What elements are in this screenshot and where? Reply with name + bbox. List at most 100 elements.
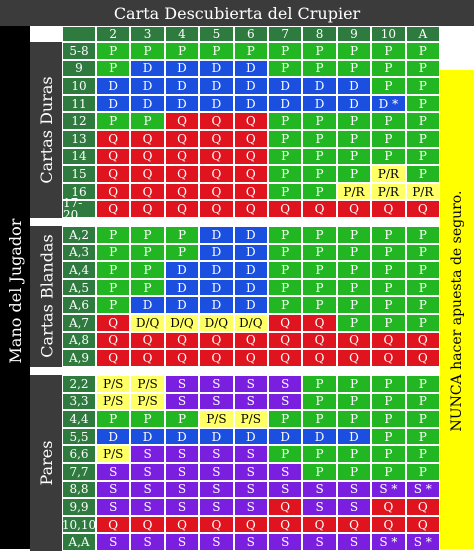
strategy-cell: P — [268, 42, 303, 60]
strategy-cell: Q — [199, 349, 234, 367]
strategy-cell: Q — [302, 314, 337, 332]
strategy-cell: Q — [199, 147, 234, 166]
strategy-cell: D — [164, 77, 200, 95]
strategy-cell: D — [130, 296, 165, 314]
strategy-cell: Q — [130, 349, 165, 367]
strategy-cell: P — [405, 94, 440, 113]
strategy-cell: Q — [371, 349, 406, 367]
strategy-cell: D — [164, 261, 200, 279]
strategy-cell: P — [268, 112, 303, 130]
strategy-cell: P — [96, 59, 131, 78]
strategy-cell: S — [233, 445, 268, 463]
strategy-cell: P — [405, 226, 440, 244]
player-hand-label-cell: A,5 — [62, 278, 96, 297]
player-hand-label-cell: 4,4 — [62, 410, 96, 428]
strategy-cell: P — [405, 243, 440, 262]
player-hand-label-cell: 2,2 — [62, 375, 96, 393]
strategy-cell: P — [302, 445, 337, 463]
strategy-cell: P — [130, 410, 165, 428]
strategy-cell: Q — [268, 200, 303, 218]
strategy-cell: P — [336, 375, 372, 393]
strategy-cell: Q — [199, 182, 234, 201]
strategy-cell: Q — [405, 498, 440, 516]
strategy-cell: P — [336, 463, 372, 481]
player-hand-label-cell: 5,5 — [62, 427, 96, 446]
player-hand-sidebar — [0, 26, 30, 549]
strategy-cell: P — [96, 243, 131, 262]
strategy-cell: P — [405, 463, 440, 481]
dealer-card-header: 2 — [96, 26, 131, 42]
strategy-cell: P — [130, 243, 165, 262]
strategy-cell: S — [233, 533, 268, 551]
strategy-cell: P/S — [199, 410, 234, 428]
strategy-cell: Q — [164, 130, 200, 148]
player-hand-label-cell: A,3 — [62, 243, 96, 262]
section-band — [30, 42, 62, 218]
strategy-cell: P/R — [405, 182, 440, 201]
strategy-cell: D — [199, 226, 234, 244]
dealer-card-header: 7 — [268, 26, 303, 42]
strategy-cell: D — [164, 94, 200, 113]
strategy-cell: S — [164, 392, 200, 411]
player-hand-label-cell: 3,3 — [62, 392, 96, 411]
strategy-cell: P — [302, 463, 337, 481]
strategy-cell: D — [233, 427, 268, 446]
player-hand-label-cell: A,7 — [62, 314, 96, 332]
strategy-cell: P — [371, 410, 406, 428]
strategy-cell: P — [405, 314, 440, 332]
strategy-cell: P — [302, 261, 337, 279]
player-hand-label-cell: 10 — [62, 77, 96, 95]
strategy-cell: P — [164, 243, 200, 262]
strategy-cell: Q — [96, 331, 131, 350]
player-hand-label-cell: 14 — [62, 147, 96, 166]
strategy-cell: D — [199, 94, 234, 113]
strategy-cell: P — [405, 130, 440, 148]
strategy-cell: S — [268, 463, 303, 481]
player-hand-label-cell: 12 — [62, 112, 96, 130]
strategy-cell: Q — [302, 331, 337, 350]
strategy-cell: S — [268, 375, 303, 393]
strategy-cell: P/S — [96, 445, 131, 463]
dealer-card-header: 9 — [336, 26, 372, 42]
strategy-cell: Q — [96, 165, 131, 183]
strategy-cell: P — [268, 278, 303, 297]
strategy-cell: D — [233, 243, 268, 262]
strategy-cell: Q — [96, 515, 131, 534]
player-hand-label-cell: 9 — [62, 59, 96, 78]
strategy-cell: Q — [96, 349, 131, 367]
strategy-cell: Q — [164, 200, 200, 218]
player-hand-label: Mano del Jugador — [5, 218, 25, 364]
strategy-cell: P — [268, 130, 303, 148]
strategy-cell: P — [405, 410, 440, 428]
strategy-cell: D/Q — [130, 314, 165, 332]
strategy-cell: D — [336, 427, 372, 446]
player-hand-label-cell: A,6 — [62, 296, 96, 314]
strategy-cell: P — [164, 410, 200, 428]
strategy-cell: P — [302, 165, 337, 183]
strategy-cell: P — [302, 296, 337, 314]
strategy-cell: D — [233, 278, 268, 297]
strategy-cell: Q — [268, 498, 303, 516]
strategy-cell: D — [164, 296, 200, 314]
strategy-cell: P — [371, 314, 406, 332]
strategy-cell: S — [199, 375, 234, 393]
strategy-cell: P — [405, 165, 440, 183]
strategy-cell: P — [164, 226, 200, 244]
strategy-cell: D * — [371, 94, 406, 113]
strategy-cell: S — [130, 498, 165, 516]
strategy-cell: Q — [164, 112, 200, 130]
strategy-cell: P — [405, 261, 440, 279]
strategy-cell: S — [268, 392, 303, 411]
strategy-cell: S — [164, 498, 200, 516]
strategy-cell: P — [268, 165, 303, 183]
strategy-cell: D/Q — [233, 314, 268, 332]
player-hand-label-cell: 9,9 — [62, 498, 96, 516]
strategy-cell: P/S — [130, 375, 165, 393]
dealer-card-header: 3 — [130, 26, 165, 42]
strategy-cell: P — [371, 112, 406, 130]
dealer-card-header: 4 — [164, 26, 200, 42]
strategy-cell: P — [336, 278, 372, 297]
strategy-cell: D — [302, 427, 337, 446]
strategy-cell: Q — [130, 165, 165, 183]
